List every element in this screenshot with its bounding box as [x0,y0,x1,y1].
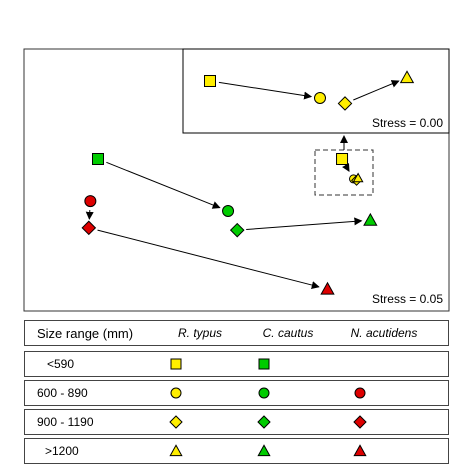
legend-row-590: <590 [24,351,449,377]
inset-point-r-typus-1200 [399,70,415,84]
inset-arrow-r-typus-590-to-600-890 [218,81,313,100]
legend-symbol-n-acutidens-1200 [353,444,367,457]
legend-symbol-r-typus-1200 [169,444,183,457]
main-arrow-c-cautus-590-to-600-890 [106,161,221,209]
legend-size-range-header: Size range (mm) [37,325,134,341]
legend-symbol-r-typus-590 [170,358,182,370]
legend-size-label: 600 - 890 [37,386,88,400]
inset-series-layer [204,70,415,111]
legend-species-header-n-acutidens: N. acutidens [350,326,418,340]
legend-row-1200: >1200 [24,438,449,464]
legend-marker-n-acutidens-600-890 [354,387,366,399]
main-arrow-r-typus-590-to-600-890 [342,163,350,172]
inset-point-r-typus-600-890 [314,92,326,104]
main-point-n-acutidens-600-890 [84,195,97,208]
legend-size-label: 900 - 1190 [37,415,94,429]
inset-point-r-typus-900-1190 [337,96,353,111]
legend-symbol-r-typus-600-890 [170,387,182,399]
legend-species-header-r-typus: R. typus [177,326,222,340]
legend-marker-n-acutidens-1200 [353,444,367,457]
legend-symbol-r-typus-900-1190 [169,415,183,429]
legend-size-label: <590 [47,357,75,371]
main-arrow-n-acutidens-600-890-to-900-1190 [85,210,94,220]
main-point-c-cautus-1200 [363,212,378,226]
main-point-r-typus-1200 [352,172,364,183]
legend-marker-c-cautus-900-1190 [257,415,271,429]
legend-marker-r-typus-900-1190 [169,415,183,429]
main-point-r-typus-590 [336,153,349,165]
legend-symbol-c-cautus-900-1190 [257,415,271,429]
legend-row-900-1190: 900 - 1190 [24,409,449,435]
legend-symbol-c-cautus-590 [258,358,270,370]
inset-panel-frame [182,48,450,134]
inset-point-r-typus-590 [204,75,216,87]
legend-marker-r-typus-1200 [169,444,183,457]
legend-row-600-890: 600 - 890 [24,380,449,406]
legend-species-header-c-cautus: C. cautus [262,326,314,340]
legend-marker-r-typus-590 [170,358,182,370]
inset-stress-label: Stress = 0.00 [372,116,443,130]
legend-symbol-c-cautus-600-890 [258,387,270,399]
main-arrow-c-cautus-900-1190-to-1200 [246,217,363,230]
legend-symbol-n-acutidens-600-890 [354,387,366,399]
inset-arrow-r-typus-900-1190-to-1200 [353,80,400,101]
legend-size-label: >1200 [45,444,79,458]
legend-marker-c-cautus-1200 [257,444,271,457]
legend-symbol-c-cautus-1200 [257,444,271,457]
legend-marker-n-acutidens-900-1190 [353,415,367,429]
legend-marker-c-cautus-590 [258,358,270,370]
main-series-layer [81,153,378,295]
main-point-n-acutidens-900-1190 [81,220,97,236]
legend-marker-c-cautus-600-890 [258,387,270,399]
main-point-c-cautus-900-1190 [229,222,245,238]
legend-marker-r-typus-600-890 [170,387,182,399]
legend-symbol-n-acutidens-900-1190 [353,415,367,429]
main-point-c-cautus-600-890 [222,205,235,218]
legend-header-row: Size range (mm) R. typus C. cautus N. ac… [24,320,449,346]
main-arrow-n-acutidens-900-1190-to-1200 [97,229,320,289]
main-point-n-acutidens-1200 [320,281,335,295]
main-stress-label: Stress = 0.05 [372,292,443,306]
main-point-c-cautus-590 [92,153,104,165]
